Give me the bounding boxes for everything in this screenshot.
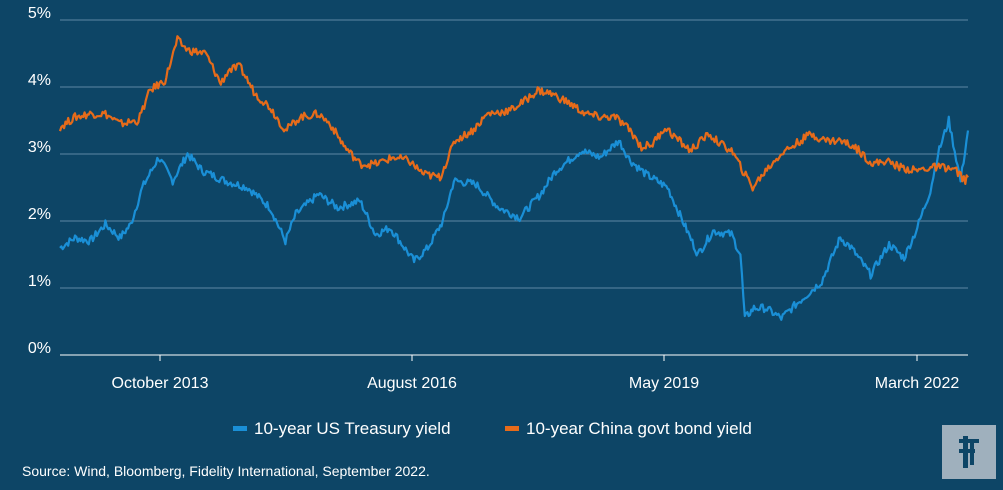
x-tick-label: August 2016 — [367, 375, 457, 392]
y-tick-label: 0% — [28, 340, 51, 357]
y-tick-label: 2% — [28, 206, 51, 223]
y-tick-label: 1% — [28, 273, 51, 290]
chart: 0% 1% 2% 3% 4% 5% October 2013 August 2016 May 2… — [28, 5, 970, 438]
fidelity-logo-icon — [942, 425, 996, 479]
x-tick-label: May 2019 — [629, 375, 699, 392]
y-tick-label: 3% — [28, 139, 51, 156]
y-tick-label: 5% — [28, 5, 51, 22]
legend-label: 10-year US Treasury yield — [254, 419, 451, 438]
series-line-china-govt-bond — [58, 35, 969, 192]
series-line-us-treasury — [59, 115, 970, 321]
y-tick-label: 4% — [28, 72, 51, 89]
x-tick-label: October 2013 — [112, 375, 209, 392]
legend-swatch — [233, 426, 247, 431]
source-note: Source: Wind, Bloomberg, Fidelity Intern… — [22, 463, 430, 479]
x-tick-label: March 2022 — [875, 375, 960, 392]
legend-label: 10-year China govt bond yield — [526, 419, 752, 438]
legend-swatch — [505, 426, 519, 431]
